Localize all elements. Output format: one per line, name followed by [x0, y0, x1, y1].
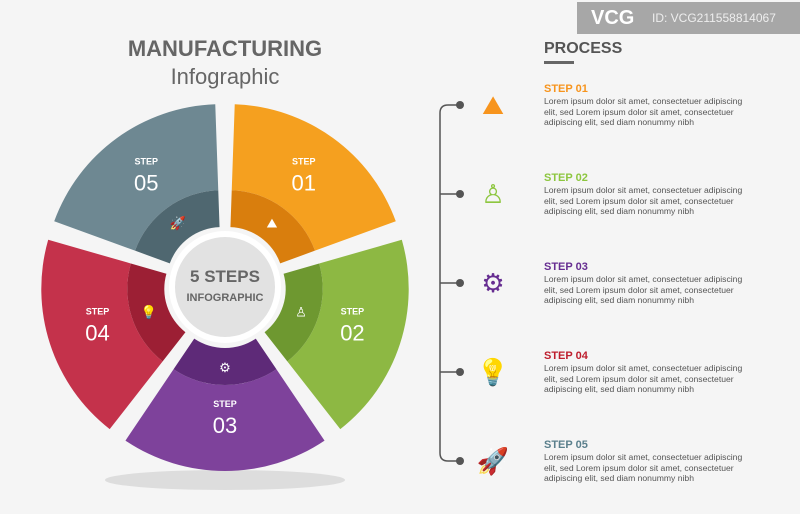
watermark-logo: VCG — [591, 7, 635, 29]
segment-step-04[interactable]: STEP 04 💡 — [41, 239, 186, 430]
segment-step-05[interactable]: STEP 05 🚀 — [54, 104, 220, 264]
center-circle — [175, 237, 275, 337]
segment-outer — [287, 239, 409, 430]
segment-inner — [230, 190, 315, 264]
segment-outer — [41, 239, 163, 430]
watermark: VCG ID: VCG211558814067 — [577, 2, 800, 34]
title-main: MANUFACTURING — [127, 36, 323, 61]
lightbulb-icon: 💡 — [141, 305, 157, 320]
step-description: Lorem ipsum dolor sit amet, consectetuer… — [544, 363, 743, 394]
step-description: Lorem ipsum dolor sit amet, consectetuer… — [544, 96, 743, 127]
segment-inner — [127, 263, 186, 362]
segment-step-label: STEP — [134, 157, 158, 167]
step-title: STEP 05 — [544, 439, 588, 451]
step-item-03: STEP 03 Lorem ipsum dolor sit amet, conse… — [544, 261, 744, 306]
step-description: Lorem ipsum dolor sit amet, consectetuer… — [544, 452, 743, 483]
segment-outer — [231, 104, 396, 251]
timeline-dot — [456, 368, 464, 376]
segment-inner — [173, 338, 277, 385]
timeline-dot — [456, 457, 464, 465]
segment-step-02[interactable]: STEP 02 ♙ — [264, 239, 409, 430]
step-item-02: STEP 02 Lorem ipsum dolor sit amet, conse… — [544, 172, 744, 217]
step-item-01: STEP 01 Lorem ipsum dolor sit amet, conse… — [544, 83, 744, 128]
step-title: STEP 03 — [544, 261, 588, 273]
person-icon: ♙ — [295, 305, 307, 320]
segment-step-label: STEP — [86, 306, 110, 316]
process-title: PROCESS — [544, 40, 623, 57]
watermark-id: ID: VCG211558814067 — [652, 11, 776, 25]
segment-step-label: STEP — [292, 157, 316, 167]
step-description: Lorem ipsum dolor sit amet, consectetuer… — [544, 274, 743, 305]
segment-step-number: 02 — [340, 320, 364, 345]
segment-step-01[interactable]: STEP 01 ⛰ — [230, 104, 396, 264]
segment-inner — [264, 263, 323, 362]
mountain-flag-icon: ⛰ — [267, 215, 278, 230]
center-title: 5 STEPS — [190, 267, 260, 286]
timeline-dot — [456, 101, 464, 109]
segment-outer — [54, 104, 219, 251]
step-item-04: STEP 04 Lorem ipsum dolor sit amet, conse… — [544, 350, 744, 395]
segment-step-03[interactable]: STEP 03 ⚙ — [125, 338, 325, 472]
segment-inner — [135, 190, 220, 264]
process-underline — [544, 61, 574, 64]
step-item-05: STEP 05 Lorem ipsum dolor sit amet, conse… — [544, 439, 744, 484]
step-title: STEP 01 — [544, 83, 588, 95]
segment-step-number: 05 — [134, 171, 158, 196]
segment-step-number: 03 — [213, 413, 237, 438]
rocket-icon: 🚀 — [477, 446, 509, 476]
step-description: Lorem ipsum dolor sit amet, consectetuer… — [544, 185, 743, 216]
hand-gear-icon: ⚙ — [481, 268, 504, 298]
lightbulb-icon: 💡 — [477, 357, 509, 387]
timeline-dot — [456, 279, 464, 287]
center-subtitle: INFOGRAPHIC — [187, 292, 264, 304]
segment-step-label: STEP — [213, 399, 237, 409]
hand-gear-icon: ⚙ — [219, 360, 231, 375]
segment-step-label: STEP — [341, 306, 365, 316]
timeline-line — [439, 104, 460, 462]
timeline-dot — [456, 190, 464, 198]
rocket-icon: 🚀 — [170, 215, 186, 230]
step-title: STEP 02 — [544, 172, 588, 184]
mountain-flag-icon: ⛰ — [482, 90, 504, 120]
person-icon: ♙ — [481, 179, 504, 209]
segment-outer — [125, 369, 325, 472]
shadow — [105, 470, 345, 490]
title-sub: Infographic — [170, 64, 280, 89]
segment-step-number: 04 — [85, 320, 109, 345]
segment-step-number: 01 — [292, 171, 316, 196]
step-title: STEP 04 — [544, 350, 588, 362]
